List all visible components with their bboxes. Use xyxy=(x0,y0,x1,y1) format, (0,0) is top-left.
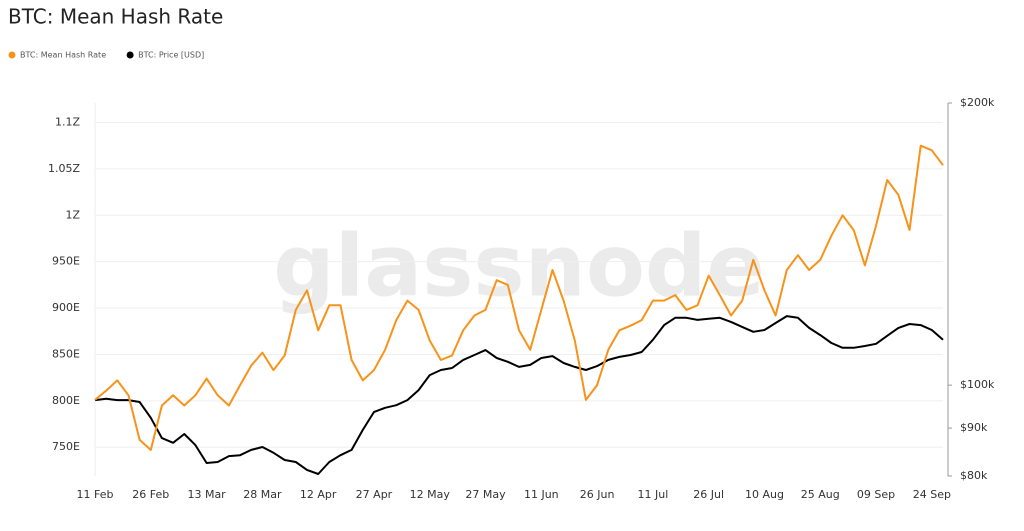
y2-tick-label: $80k xyxy=(960,469,988,482)
chart-title: BTC: Mean Hash Rate xyxy=(8,5,223,29)
legend-marker xyxy=(126,51,134,59)
x-tick-label: 27 May xyxy=(465,488,506,501)
y-tick-label: 1.1Z xyxy=(55,115,80,128)
x-tick-label: 12 May xyxy=(410,488,451,501)
y-tick-label: 800E xyxy=(52,394,80,407)
y2-tick-label: $200k xyxy=(960,96,995,109)
y2-tick-label: $100k xyxy=(960,378,995,391)
x-tick-label: 26 Jul xyxy=(693,488,724,501)
x-tick-label: 27 Apr xyxy=(356,488,393,501)
x-tick-label: 26 Jun xyxy=(580,488,615,501)
y2-tick-label: $90k xyxy=(960,421,988,434)
series-line xyxy=(94,315,944,475)
legend-label: BTC: Price [USD] xyxy=(138,51,204,60)
x-tick-label: 09 Sep xyxy=(857,488,895,501)
x-tick-label: 11 Jun xyxy=(524,488,559,501)
legend-label: BTC: Mean Hash Rate xyxy=(20,51,106,60)
x-tick-label: 25 Aug xyxy=(801,488,840,501)
y-tick-label: 750E xyxy=(52,440,80,453)
x-tick-label: 10 Aug xyxy=(745,488,784,501)
x-tick-label: 26 Feb xyxy=(132,488,169,501)
x-tick-label: 24 Sep xyxy=(913,488,951,501)
series-line xyxy=(94,144,944,451)
y-tick-label: 1Z xyxy=(65,208,80,221)
x-tick-label: 13 Mar xyxy=(187,488,226,501)
legend-marker xyxy=(8,51,16,59)
x-tick-label: 11 Jul xyxy=(638,488,669,501)
y-tick-label: 950E xyxy=(52,255,80,268)
x-tick-label: 28 Mar xyxy=(243,488,282,501)
watermark: glassnode xyxy=(273,216,765,316)
y-tick-label: 900E xyxy=(52,301,80,314)
x-tick-label: 12 Apr xyxy=(300,488,337,501)
x-tick-label: 11 Feb xyxy=(77,488,114,501)
y-tick-label: 850E xyxy=(52,347,80,360)
y-tick-label: 1.05Z xyxy=(48,162,80,175)
